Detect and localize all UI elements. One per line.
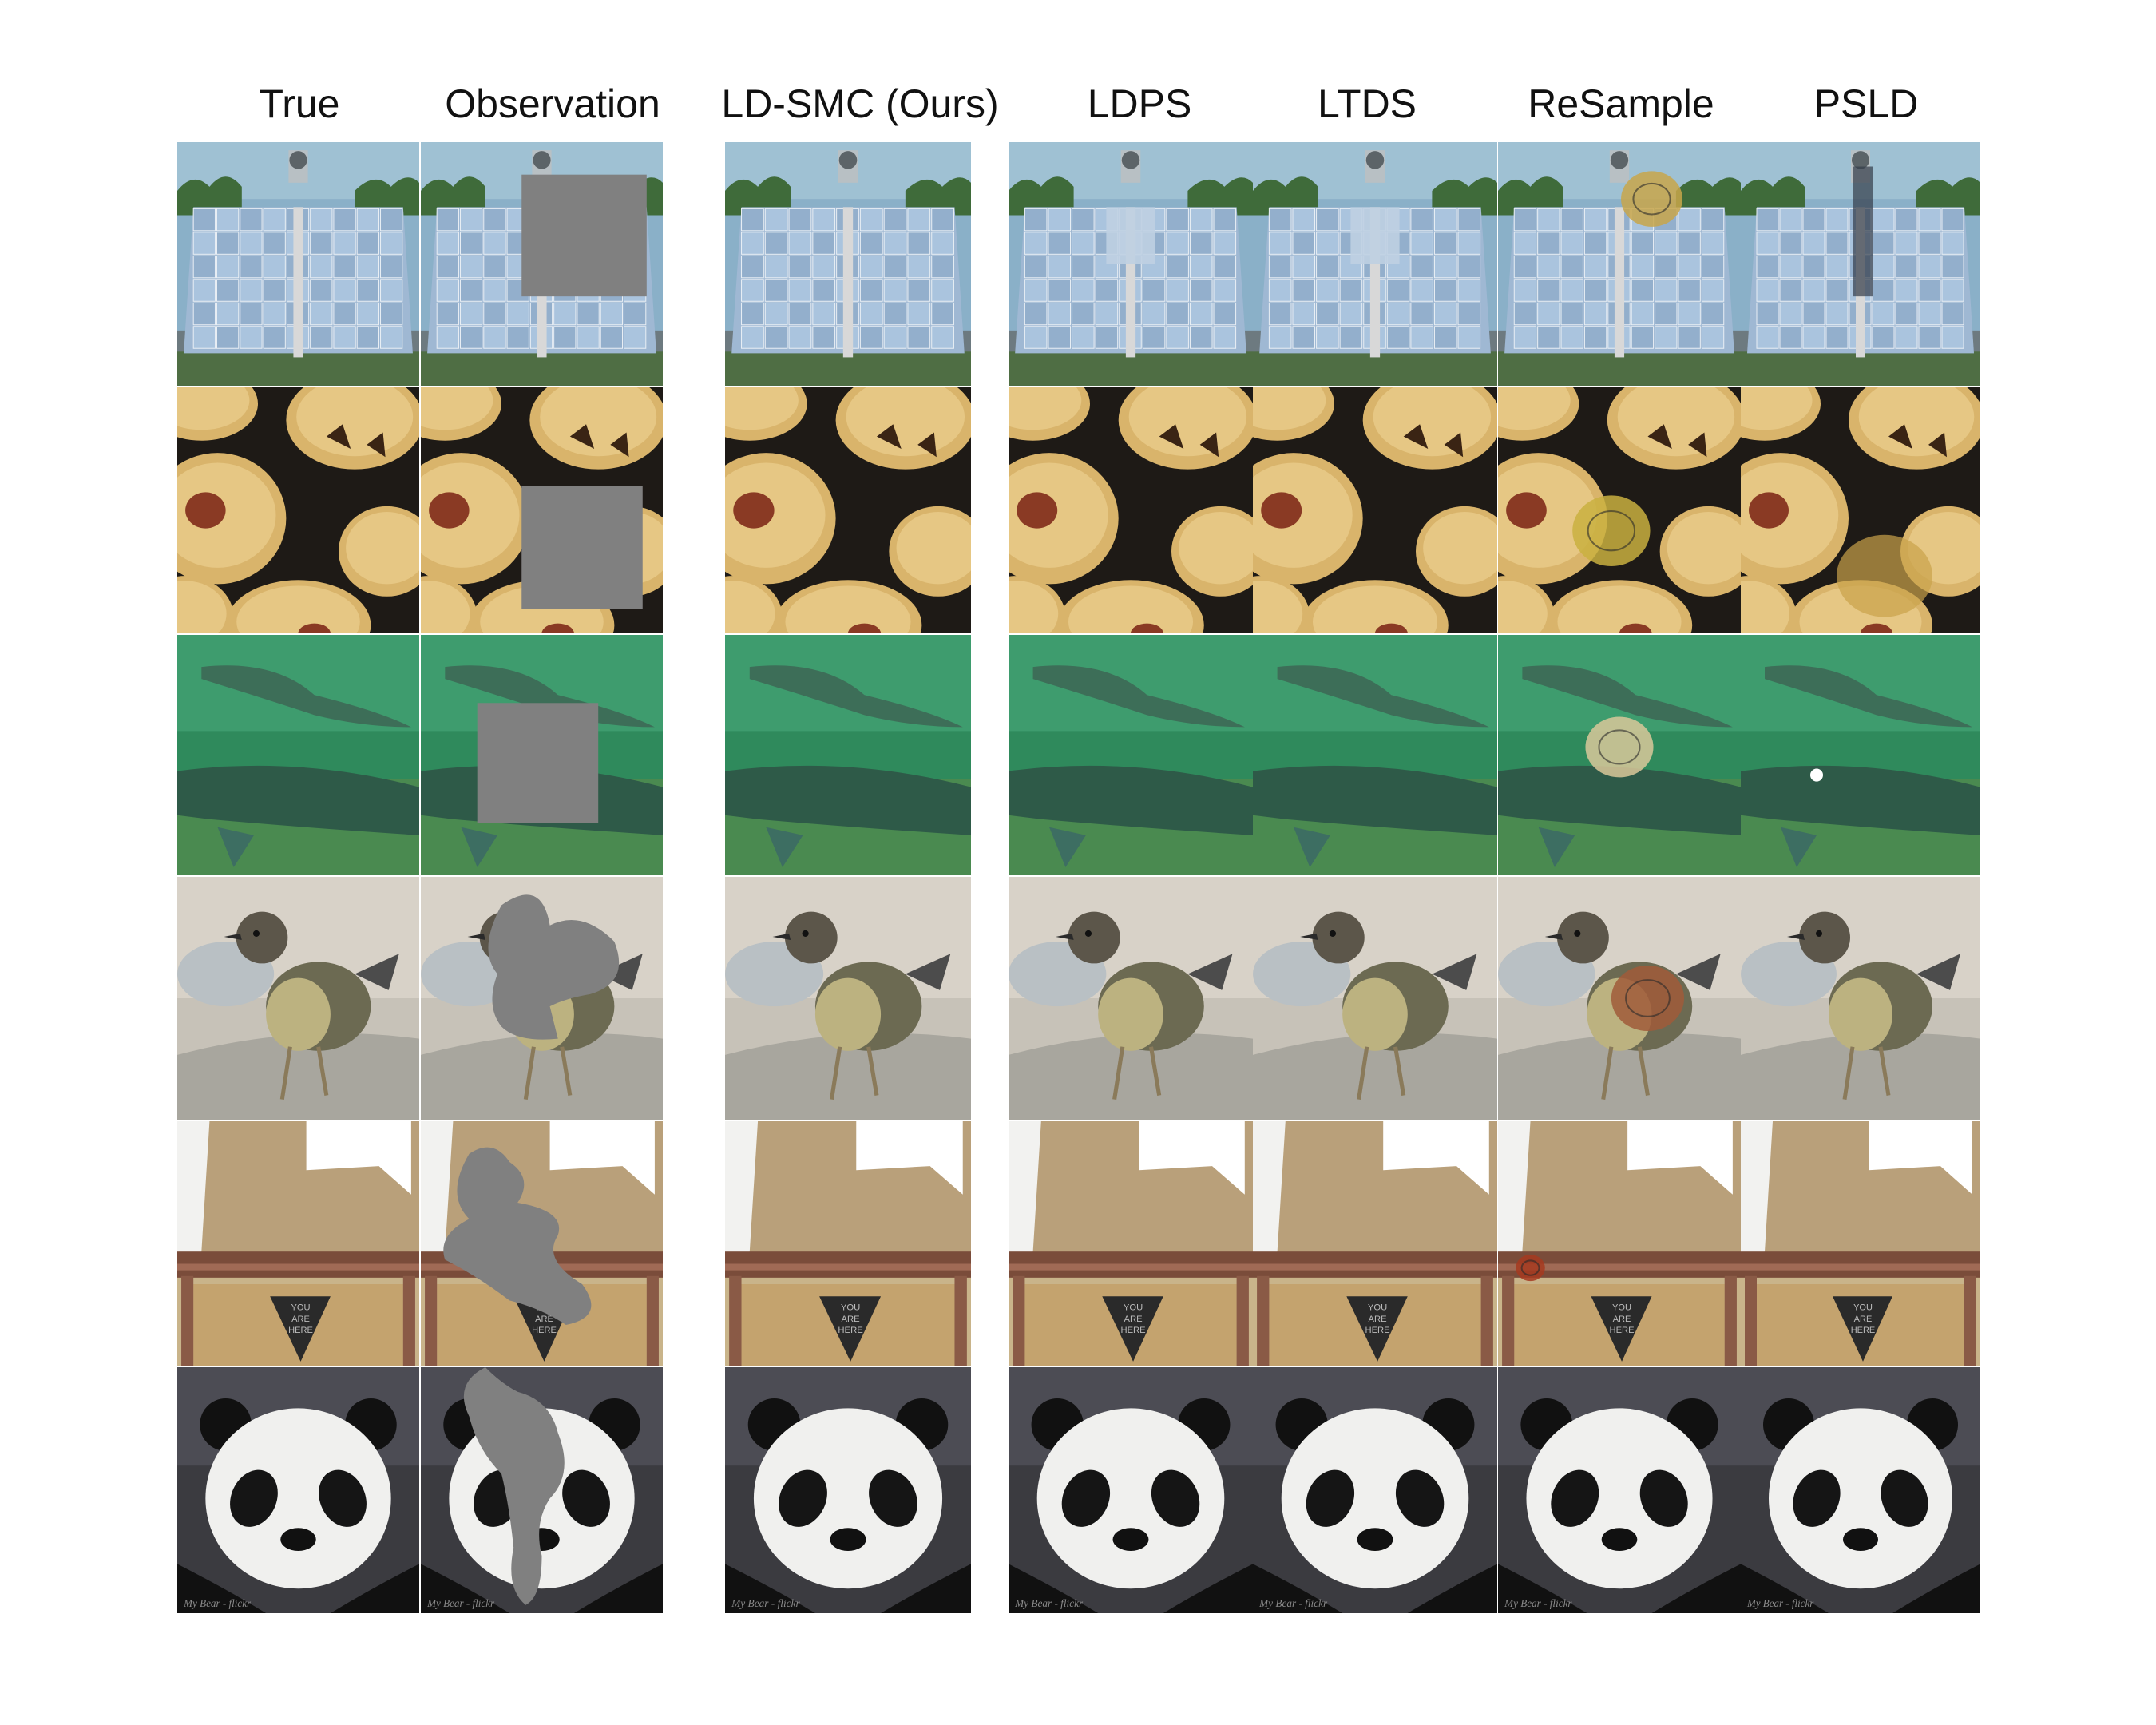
image-pies-psld (1741, 387, 1980, 633)
image-panda-resample: My Bear - flickr (1498, 1367, 1741, 1613)
svg-text:ARE: ARE (841, 1315, 860, 1324)
image-underwater-sturgeon-ltds (1253, 635, 1497, 875)
column-title-ldps: LDPS (1087, 81, 1192, 126)
image-bird-on-rock-resample (1498, 877, 1741, 1120)
image-underwater-sturgeon-resample (1498, 635, 1741, 875)
image-solar-mirror-array-psld (1741, 142, 1980, 386)
svg-text:ARE: ARE (1613, 1315, 1631, 1324)
image-bird-on-rock-ldsmc (725, 877, 971, 1120)
image-panda-ldps: My Bear - flickr (1009, 1367, 1253, 1613)
image-solar-mirror-array-ltds (1253, 142, 1497, 386)
image-pies-observation (421, 387, 663, 633)
image-panda-true: My Bear - flickr (177, 1367, 419, 1613)
column-title-ltds: LTDS (1317, 81, 1417, 126)
image-underwater-sturgeon-observation (421, 635, 663, 875)
image-pies-true (177, 387, 419, 633)
image-underwater-sturgeon-true (177, 635, 419, 875)
image-bird-on-rock-ldps (1009, 877, 1253, 1120)
image-hallway-doormat-ltds: YOU ARE HERE (1253, 1121, 1497, 1366)
image-hallway-doormat-true: YOU ARE HERE (177, 1121, 419, 1366)
image-pies-ltds (1253, 387, 1497, 633)
svg-text:HERE: HERE (288, 1326, 313, 1335)
svg-text:My Bear - flickr: My Bear - flickr (1504, 1597, 1572, 1609)
svg-text:My Bear - flickr: My Bear - flickr (1258, 1597, 1328, 1609)
svg-text:YOU: YOU (1124, 1303, 1143, 1313)
image-solar-mirror-array-ldsmc (725, 142, 971, 386)
image-hallway-doormat-ldsmc: YOU ARE HERE (725, 1121, 971, 1366)
image-underwater-sturgeon-ldps (1009, 635, 1253, 875)
svg-text:My Bear - flickr: My Bear - flickr (426, 1597, 495, 1609)
image-hallway-doormat-resample: YOU ARE HERE (1498, 1121, 1741, 1366)
svg-text:YOU: YOU (1368, 1303, 1387, 1313)
image-underwater-sturgeon-psld (1741, 635, 1980, 875)
image-underwater-sturgeon-ldsmc (725, 635, 971, 875)
image-solar-mirror-array-resample (1498, 142, 1741, 386)
svg-text:YOU: YOU (841, 1303, 860, 1313)
svg-text:HERE: HERE (532, 1326, 557, 1335)
image-pies-ldps (1009, 387, 1253, 633)
image-panda-ltds: My Bear - flickr (1253, 1367, 1497, 1613)
image-bird-on-rock-true (177, 877, 419, 1120)
image-pies-ldsmc (725, 387, 971, 633)
image-panda-psld: My Bear - flickr (1741, 1367, 1980, 1613)
svg-text:ARE: ARE (1369, 1315, 1387, 1324)
image-bird-on-rock-psld (1741, 877, 1980, 1120)
image-bird-on-rock-observation (421, 877, 663, 1120)
svg-text:My Bear - flickr: My Bear - flickr (1014, 1597, 1084, 1609)
image-panda-ldsmc: My Bear - flickr (725, 1367, 971, 1613)
svg-text:YOU: YOU (291, 1303, 310, 1313)
svg-text:HERE: HERE (838, 1326, 863, 1335)
image-bird-on-rock-ltds (1253, 877, 1497, 1120)
image-pies-resample (1498, 387, 1741, 633)
image-hallway-doormat-psld: YOU ARE HERE (1741, 1121, 1980, 1366)
image-solar-mirror-array-true (177, 142, 419, 386)
svg-text:My Bear - flickr: My Bear - flickr (183, 1597, 252, 1609)
column-title-true: True (259, 81, 340, 126)
svg-text:YOU: YOU (1612, 1303, 1631, 1313)
svg-text:ARE: ARE (1854, 1315, 1873, 1324)
image-solar-mirror-array-ldps (1009, 142, 1253, 386)
column-title-resample: ReSample (1528, 81, 1714, 126)
svg-text:HERE: HERE (1610, 1326, 1635, 1335)
svg-text:HERE: HERE (1120, 1326, 1145, 1335)
svg-text:My Bear - flickr: My Bear - flickr (731, 1597, 800, 1609)
image-panda-observation: My Bear - flickr (421, 1367, 663, 1613)
svg-text:HERE: HERE (1851, 1326, 1876, 1335)
column-title-psld: PSLD (1813, 81, 1919, 126)
svg-text:ARE: ARE (1124, 1315, 1143, 1324)
column-title-ldsmc: LD-SMC (Ours) (721, 81, 999, 126)
svg-text:My Bear - flickr: My Bear - flickr (1746, 1597, 1814, 1609)
column-title-observation: Observation (445, 81, 660, 126)
svg-text:YOU: YOU (1853, 1303, 1873, 1313)
svg-text:HERE: HERE (1365, 1326, 1389, 1335)
svg-text:ARE: ARE (535, 1315, 553, 1324)
svg-text:ARE: ARE (291, 1315, 310, 1324)
image-solar-mirror-array-observation (421, 142, 663, 386)
image-hallway-doormat-ldps: YOU ARE HERE (1009, 1121, 1253, 1366)
